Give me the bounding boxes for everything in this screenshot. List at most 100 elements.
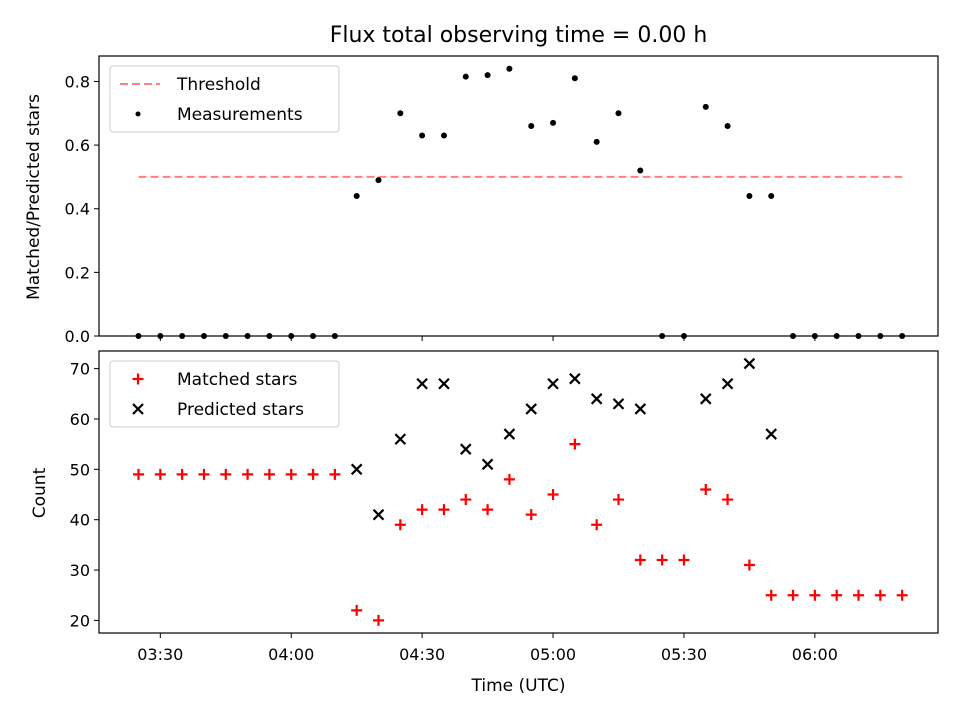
predicted-stars-point	[459, 443, 472, 455]
matched-stars-point	[743, 559, 755, 571]
matched-stars-point	[416, 504, 428, 516]
matched-stars-point	[896, 589, 908, 601]
top-y-tick-label: 0.6	[65, 136, 90, 155]
bottom-y-tick-label: 50	[70, 460, 90, 479]
top-panel: 0.0 0.2 0.4 0.6 0.8 Threshold Measurements	[65, 55, 939, 346]
predicted-stars-point	[699, 393, 712, 405]
matched-stars-point	[285, 468, 297, 480]
top-y-tick-label: 0.8	[65, 72, 90, 91]
predicted-stars-point	[372, 508, 385, 521]
legend-measurements-swatch	[135, 111, 141, 117]
predicted-stars-point	[743, 357, 756, 370]
measurement-point	[550, 119, 557, 126]
bottom-axes-frame	[98, 350, 939, 634]
bottom-y-axis-label: Count	[30, 467, 50, 518]
predicted-stars-point	[481, 458, 494, 471]
top-y-tick-label: 0.4	[65, 200, 90, 219]
top-y-axis-label: Matched/Predicted stars	[24, 94, 44, 300]
measurement-point	[724, 123, 731, 129]
measurement-point	[440, 132, 447, 139]
bottom-legend-label: Predicted stars	[177, 400, 304, 420]
bottom-legend-box	[109, 360, 340, 428]
measurement-point	[462, 73, 469, 80]
predicted-stars-point	[612, 398, 625, 410]
measurement-point	[571, 75, 578, 82]
predicted-stars-point	[525, 403, 538, 415]
x-tick-label: 03:30	[137, 645, 183, 664]
top-legend-label: Measurements	[177, 105, 303, 125]
x-tick-label: 05:00	[530, 645, 576, 664]
matched-stars-point	[198, 468, 210, 480]
matched-stars-point	[307, 468, 319, 480]
predicted-stars-point	[547, 377, 559, 390]
measurement-point	[506, 65, 513, 72]
bottom-y-tick-label: 30	[70, 561, 90, 580]
x-tick-label: 06:00	[792, 645, 838, 664]
x-axis-label: Time (UTC)	[471, 676, 566, 696]
legend-matched-swatch	[132, 373, 144, 385]
top-legend-label: Threshold	[176, 75, 261, 95]
matched-stars-point	[612, 494, 624, 506]
bottom-y-tick-label: 20	[70, 611, 90, 630]
x-tick-label: 04:30	[399, 645, 445, 664]
x-tick-label: 04:00	[268, 645, 314, 664]
predicted-stars-point	[590, 393, 603, 405]
measurement-point	[397, 110, 404, 117]
chart-title: Flux total observing time = 0.00 h	[330, 23, 708, 48]
measurement-point	[746, 193, 753, 199]
matched-stars-point	[831, 589, 843, 601]
measurement-point	[702, 103, 709, 110]
predicted-stars-point	[765, 428, 777, 440]
matched-stars-point	[482, 504, 494, 516]
measurement-point	[375, 177, 382, 184]
predicted-stars-point	[569, 372, 581, 385]
matched-stars-point	[394, 519, 406, 531]
matched-stars-point	[569, 438, 581, 450]
bottom-legend-label: Matched stars	[177, 370, 297, 390]
matched-stars-point	[809, 589, 821, 601]
matched-stars-point	[678, 554, 690, 566]
matched-stars-point	[242, 468, 254, 480]
predicted-stars-point	[503, 428, 516, 440]
predicted-stars-point	[416, 377, 428, 390]
matched-stars-point	[634, 554, 646, 566]
matched-stars-point	[351, 604, 363, 616]
matched-stars-point	[525, 509, 537, 521]
matched-stars-point	[722, 494, 734, 506]
matched-stars-point	[765, 589, 777, 601]
matched-stars-point	[874, 589, 886, 601]
predicted-stars-point	[721, 377, 734, 390]
matched-stars-point	[547, 489, 559, 501]
predicted-stars-point	[350, 463, 363, 476]
matched-stars-point	[220, 468, 232, 480]
predicted-stars-point	[438, 377, 450, 390]
matched-stars-point	[329, 468, 341, 480]
bottom-y-tick-label: 60	[70, 410, 90, 429]
matched-stars-point	[787, 589, 799, 601]
measurement-point	[637, 167, 644, 174]
matched-stars-point	[503, 473, 515, 485]
matched-stars-point	[372, 614, 384, 626]
measurement-point	[419, 132, 426, 139]
legend-predicted-swatch	[132, 403, 144, 415]
matched-stars-point	[154, 468, 166, 480]
matched-stars-point	[438, 504, 450, 516]
measurement-point	[353, 193, 360, 199]
bottom-y-tick-label: 40	[70, 511, 90, 530]
bottom-panel: 20 30 40 50 60 70 03:30 04:00 04:30 05:00 05:30 06:…	[70, 350, 939, 664]
top-y-tick-label: 0.0	[65, 327, 90, 346]
measurement-point	[484, 72, 491, 79]
measurement-point	[593, 138, 600, 145]
x-tick-label: 05:30	[661, 645, 707, 664]
matched-stars-point	[700, 483, 712, 495]
matched-stars-point	[176, 468, 188, 480]
top-legend-box	[109, 65, 340, 133]
matched-stars-point	[263, 468, 275, 480]
top-axes-frame	[98, 55, 939, 337]
measurement-point	[768, 193, 775, 199]
measurement-point	[528, 123, 535, 129]
matched-stars-point	[591, 519, 603, 531]
matched-stars-point	[133, 468, 144, 480]
measurement-point	[615, 110, 622, 117]
